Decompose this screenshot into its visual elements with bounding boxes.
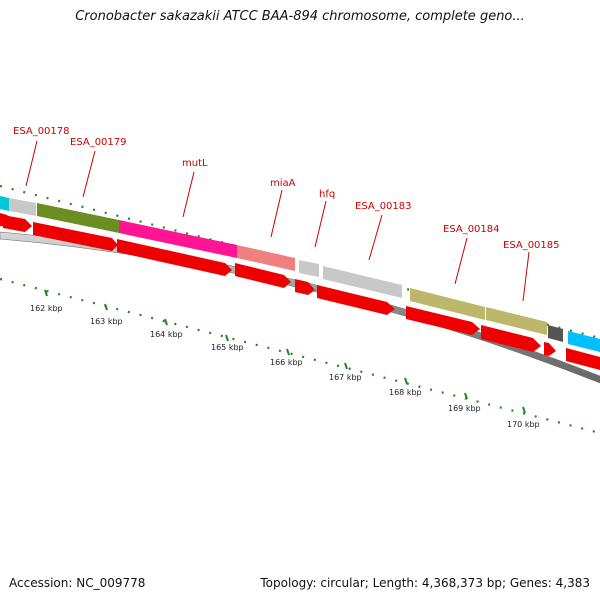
gene-label-esa00179[interactable]: ESA_00179 bbox=[70, 137, 127, 148]
genome-summary-text: Topology: circular; Length: 4,368,373 bp… bbox=[260, 576, 590, 590]
gene-label-esa00178[interactable]: ESA_00178 bbox=[13, 126, 70, 137]
gene-labels: ESA_00178 ESA_00179 mutL miaA hfq ESA_00… bbox=[13, 126, 560, 251]
kbp-label: 167 kbp bbox=[329, 373, 362, 382]
map-title: Cronobacter sakazakii ATCC BAA-894 chrom… bbox=[75, 9, 525, 24]
kbp-label: 170 kbp bbox=[507, 420, 540, 429]
gene-feature-esa00179[interactable] bbox=[37, 203, 119, 233]
gene-label-hfq[interactable]: hfq bbox=[319, 189, 335, 200]
cds-arrow[interactable] bbox=[117, 239, 232, 276]
cds-arrow[interactable] bbox=[566, 348, 600, 370]
kbp-label: 164 kbp bbox=[150, 330, 183, 339]
cds-arrow[interactable] bbox=[406, 306, 480, 335]
cds-arrow[interactable] bbox=[481, 325, 541, 352]
accession-text: Accession: NC_009778 bbox=[9, 576, 146, 590]
gene-feature-esa00185[interactable] bbox=[486, 307, 547, 335]
gene-feature-cyan[interactable] bbox=[0, 196, 9, 211]
kbp-label: 166 kbp bbox=[270, 358, 303, 367]
cds-arrow[interactable] bbox=[317, 285, 395, 315]
gene-label-leaders bbox=[25, 140, 530, 302]
cds-arrow[interactable] bbox=[3, 215, 32, 232]
gene-label-esa00185[interactable]: ESA_00185 bbox=[503, 240, 560, 251]
cds-arrow[interactable] bbox=[544, 342, 556, 356]
gene-label-esa00183[interactable]: ESA_00183 bbox=[355, 201, 412, 212]
gene-feature-blue[interactable] bbox=[568, 331, 600, 352]
cds-arrow[interactable] bbox=[33, 222, 118, 251]
kbp-label: 162 kbp bbox=[30, 304, 63, 313]
cds-arrow-track bbox=[0, 213, 600, 370]
kbp-label: 168 kbp bbox=[389, 388, 422, 397]
gene-feature-track bbox=[0, 196, 600, 352]
kbp-major-ticks bbox=[44, 289, 526, 414]
kbp-label: 165 kbp bbox=[211, 343, 244, 352]
kbp-labels: 162 kbp 163 kbp 164 kbp 165 kbp 166 kbp … bbox=[30, 304, 540, 429]
gene-feature-dark[interactable] bbox=[548, 325, 563, 342]
inner-tick-track bbox=[0, 277, 600, 435]
gene-feature-hfq[interactable] bbox=[299, 260, 319, 277]
kbp-label: 163 kbp bbox=[90, 317, 123, 326]
gene-feature-miaa[interactable] bbox=[237, 245, 295, 271]
gene-feature-esa00183[interactable] bbox=[323, 266, 402, 298]
gene-label-mutl[interactable]: mutL bbox=[182, 158, 208, 169]
cds-arrow[interactable] bbox=[235, 263, 291, 288]
gene-feature-esa00178[interactable] bbox=[9, 198, 36, 216]
cds-arrow[interactable] bbox=[295, 279, 315, 295]
gene-label-miaa[interactable]: miaA bbox=[270, 178, 296, 189]
kbp-label: 169 kbp bbox=[448, 404, 481, 413]
gene-feature-esa00184[interactable] bbox=[410, 288, 485, 320]
gene-label-esa00184[interactable]: ESA_00184 bbox=[443, 224, 500, 235]
gene-feature-mutl[interactable] bbox=[119, 220, 237, 258]
